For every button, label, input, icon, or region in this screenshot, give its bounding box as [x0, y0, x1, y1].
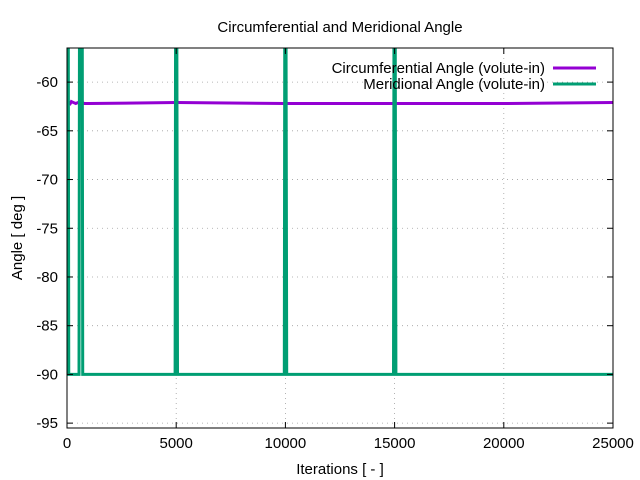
legend-label-1: Circumferential Angle (volute-in)	[332, 60, 545, 77]
y-tick-label: -85	[36, 318, 58, 335]
legend-label-2: Meridional Angle (volute-in)	[363, 76, 545, 93]
chart-title: Circumferential and Meridional Angle	[217, 19, 462, 36]
y-tick-label: -60	[36, 74, 58, 91]
y-tick-label: -80	[36, 269, 58, 286]
x-tick-label: 5000	[160, 435, 193, 452]
x-tick-label: 25000	[592, 435, 634, 452]
y-tick-labels: -60 -65 -70 -75 -80 -85 -90 -95	[36, 74, 58, 432]
x-tick-label: 10000	[265, 435, 307, 452]
x-tick-label: 20000	[483, 435, 525, 452]
plot-frame	[66, 47, 614, 429]
y-tick-label: -95	[36, 415, 58, 432]
axis-ticks	[66, 48, 614, 428]
x-tick-label: 0	[63, 435, 71, 452]
y-tick-label: -75	[36, 220, 58, 237]
x-axis-label: Iterations [ - ]	[296, 461, 384, 478]
y-axis-label: Angle [ deg ]	[9, 196, 26, 280]
x-tick-labels: 0 5000 10000 15000 20000 25000	[63, 435, 634, 452]
y-tick-label: -70	[36, 172, 58, 189]
x-tick-label: 15000	[374, 435, 416, 452]
y-tick-label: -90	[36, 366, 58, 383]
legend: Circumferential Angle (volute-in)Meridio…	[332, 60, 596, 93]
y-tick-label: -65	[36, 123, 58, 140]
